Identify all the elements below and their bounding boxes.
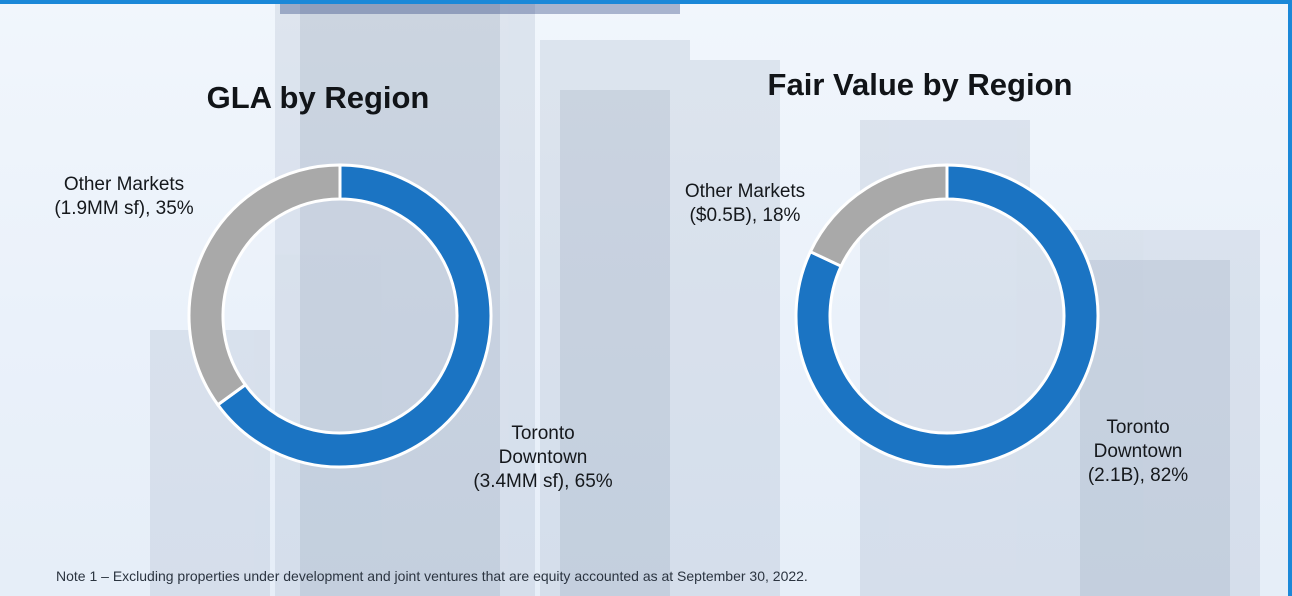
fv-toronto-label: Toronto Downtown (2.1B), 82% [1058,416,1218,488]
top-accent-bar [0,0,1292,4]
gla-toronto-line-1: Toronto [511,423,575,444]
gla-toronto-line-2: Downtown [498,447,588,468]
gla-toronto-slice [215,163,493,469]
fair-value-donut-chart [794,163,1100,469]
gla-other-markets-label: Other Markets (1.9MM sf), 35% [30,173,218,221]
gla-other-line-2: (1.9MM sf), 35% [54,198,194,219]
fv-toronto-line-3: (2.1B), 82% [1087,465,1189,486]
gla-toronto-line-3: (3.4MM sf), 65% [473,471,613,492]
gla-chart-title: GLA by Region [206,80,430,115]
right-accent-bar [1288,0,1292,596]
fv-other-markets-label: Other Markets ($0.5B), 18% [650,180,840,228]
fv-toronto-line-2: Downtown [1093,441,1183,462]
fv-other-slice [808,163,949,269]
fv-toronto-slice [794,163,1100,469]
footnote: Note 1 – Excluding properties under deve… [56,568,808,584]
gla-toronto-label: Toronto Downtown (3.4MM sf), 65% [452,422,634,494]
gla-donut-chart [187,163,493,469]
gla-other-slice [187,163,342,407]
fair-value-chart-title: Fair Value by Region [767,67,1073,102]
fv-toronto-line-1: Toronto [1106,417,1170,438]
gla-other-line-1: Other Markets [63,174,185,195]
fv-other-line-2: ($0.5B), 18% [689,205,801,226]
fv-other-line-1: Other Markets [684,181,806,202]
